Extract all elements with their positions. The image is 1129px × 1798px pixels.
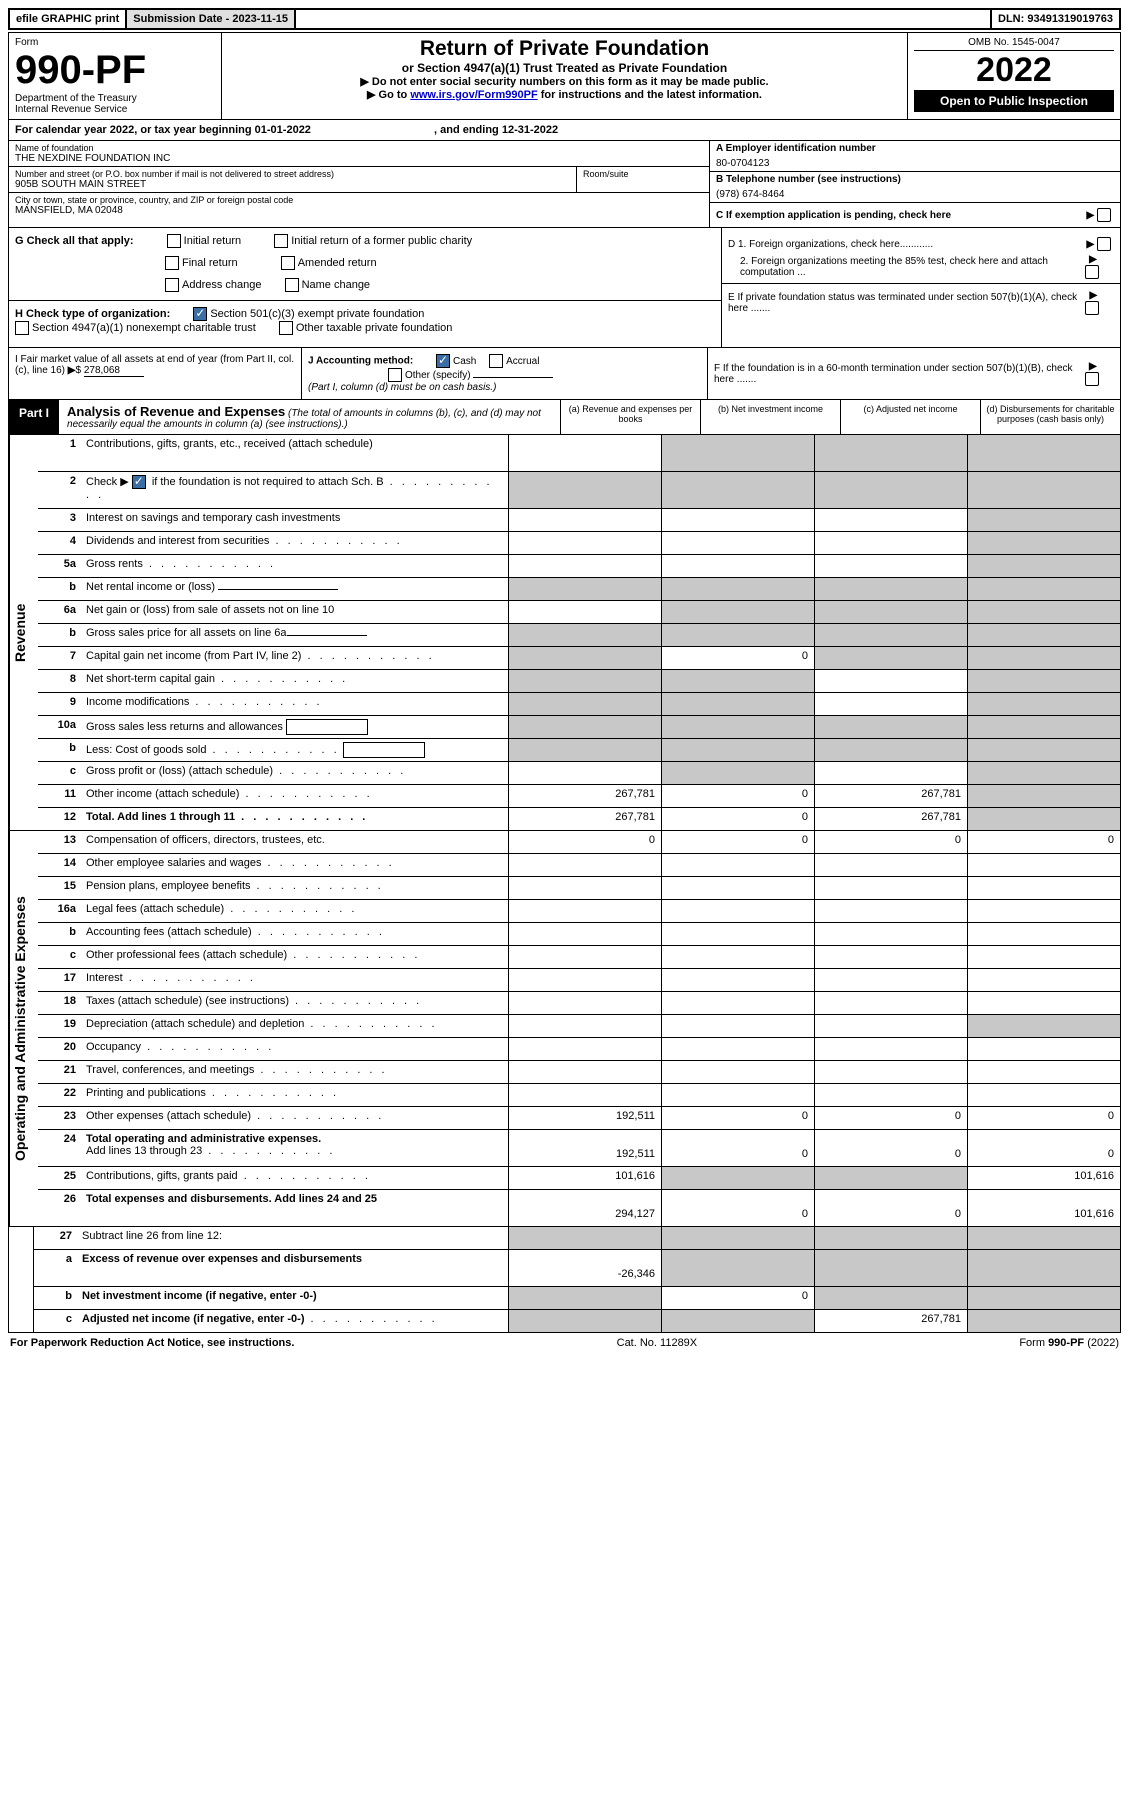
address: 905B SOUTH MAIN STREET [15,179,570,190]
part1-title: Analysis of Revenue and Expenses [67,404,285,419]
col-a-header: (a) Revenue and expenses per books [560,400,700,434]
form-header: Form 990-PF Department of the Treasury I… [8,32,1121,120]
initial-return-former-checkbox[interactable] [274,234,288,248]
submission-date: Submission Date - 2023-11-15 [127,10,294,28]
form-title: Return of Private Foundation [228,37,901,61]
amended-return-checkbox[interactable] [281,256,295,270]
dept-irs: Internal Revenue Service [15,104,215,115]
efile-label: efile GRAPHIC print [10,10,125,28]
revenue-side-label: Revenue [9,435,38,830]
ein-label: A Employer identification number [716,143,1114,154]
e-label: E If private foundation status was termi… [728,292,1085,314]
entity-info: Name of foundation THE NEXDINE FOUNDATIO… [8,141,1121,228]
d2-label: 2. Foreign organizations meeting the 85%… [728,256,1085,278]
d1-checkbox[interactable] [1097,237,1111,251]
part1-header: Part I Analysis of Revenue and Expenses … [8,400,1121,435]
col-b-header: (b) Net investment income [700,400,840,434]
i-label: I Fair market value of all assets at end… [15,354,294,376]
col-c-header: (c) Adjusted net income [840,400,980,434]
tax-year: 2022 [914,51,1114,90]
foundation-name: THE NEXDINE FOUNDATION INC [15,153,703,164]
h-label: H Check type of organization: [15,308,170,320]
column-headers: (a) Revenue and expenses per books (b) N… [560,400,1120,434]
expenses-side-label: Operating and Administrative Expenses [9,831,38,1226]
d2-checkbox[interactable] [1085,265,1099,279]
room-suite-label: Room/suite [576,167,709,192]
g-label: G Check all that apply: [15,235,134,247]
sch-b-checkbox[interactable] [132,475,146,489]
footer-mid: Cat. No. 11289X [617,1337,698,1349]
footer-left: For Paperwork Reduction Act Notice, see … [10,1337,294,1349]
f-checkbox[interactable] [1085,372,1099,386]
other-method-checkbox[interactable] [388,368,402,382]
e-checkbox[interactable] [1085,301,1099,315]
form-number: 990-PF [15,48,215,93]
other-taxable-checkbox[interactable] [279,321,293,335]
dept-treasury: Department of the Treasury [15,93,215,104]
form-subtitle: or Section 4947(a)(1) Trust Treated as P… [228,61,901,75]
j-note: (Part I, column (d) must be on cash basi… [308,382,496,393]
revenue-table: Revenue 1Contributions, gifts, grants, e… [8,435,1121,831]
final-return-checkbox[interactable] [165,256,179,270]
public-inspection: Open to Public Inspection [914,90,1114,112]
fmv-value: 278,068 [84,365,144,377]
exemption-checkbox[interactable] [1097,208,1111,222]
exemption-pending-label: C If exemption application is pending, c… [716,210,951,221]
address-change-checkbox[interactable] [165,278,179,292]
form-label: Form [15,37,215,48]
city-label: City or town, state or province, country… [15,195,703,205]
dln: DLN: 93491319019763 [992,10,1119,28]
footer-right: Form 990-PF (2022) [1019,1337,1119,1349]
instruction-2: ▶ Go to www.irs.gov/Form990PF for instru… [228,88,901,101]
name-change-checkbox[interactable] [285,278,299,292]
phone: (978) 674-8464 [716,189,1114,200]
d1-label: D 1. Foreign organizations, check here..… [728,239,933,250]
calendar-year-row: For calendar year 2022, or tax year begi… [8,120,1121,141]
j-label: J Accounting method: [308,356,413,367]
irs-link[interactable]: www.irs.gov/Form990PF [410,89,537,101]
instruction-1: ▶ Do not enter social security numbers o… [228,75,901,88]
ein: 80-0704123 [716,158,1114,169]
summary-table: 27Subtract line 26 from line 12: aExcess… [8,1227,1121,1333]
foundation-name-label: Name of foundation [15,143,703,153]
501c3-checkbox[interactable] [193,307,207,321]
col-d-header: (d) Disbursements for charitable purpose… [980,400,1120,434]
bottom-check-row: I Fair market value of all assets at end… [8,348,1121,400]
initial-return-checkbox[interactable] [167,234,181,248]
part1-label: Part I [9,400,59,434]
f-label: F If the foundation is in a 60-month ter… [714,363,1085,385]
expenses-table: Operating and Administrative Expenses 13… [8,831,1121,1227]
address-label: Number and street (or P.O. box number if… [15,169,570,179]
check-sections: G Check all that apply: Initial return I… [8,228,1121,348]
cash-checkbox[interactable] [436,354,450,368]
4947a1-checkbox[interactable] [15,321,29,335]
omb-number: OMB No. 1545-0047 [914,37,1114,51]
page-footer: For Paperwork Reduction Act Notice, see … [8,1333,1121,1353]
accrual-checkbox[interactable] [489,354,503,368]
top-bar: efile GRAPHIC print Submission Date - 20… [8,8,1121,30]
city-state-zip: MANSFIELD, MA 02048 [15,205,703,216]
phone-label: B Telephone number (see instructions) [716,174,1114,185]
